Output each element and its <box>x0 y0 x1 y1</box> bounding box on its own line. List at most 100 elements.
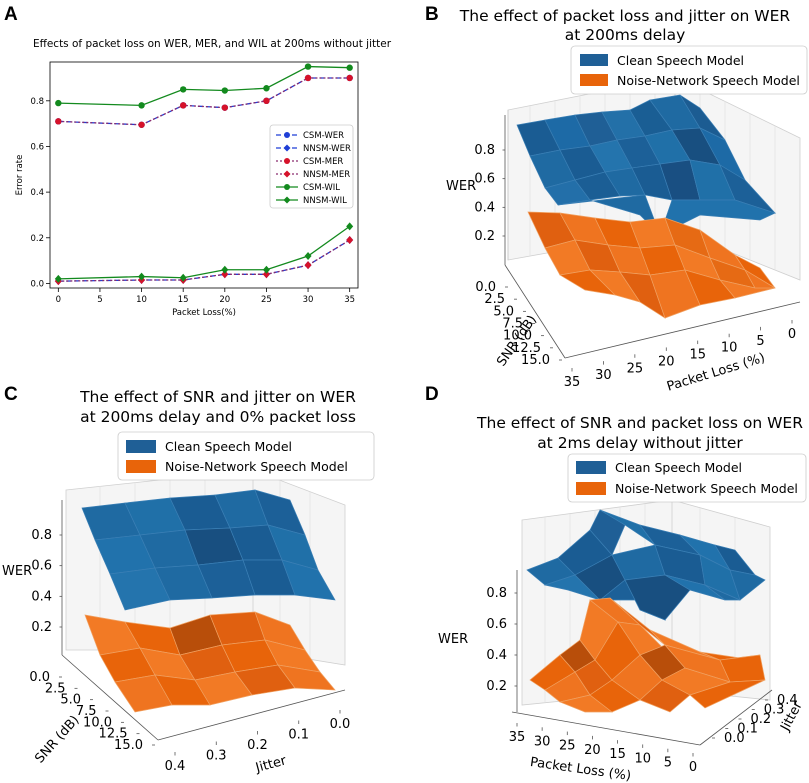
chart-d-xaxis: 35 30 25 20 15 10 5 0 Packet Loss (%) <box>509 711 701 783</box>
data-point <box>346 236 354 245</box>
chart-d-surface-clean <box>526 509 766 621</box>
chart-c-yaxis-line <box>61 654 159 741</box>
series-csm-wil <box>55 63 353 109</box>
chart-b-y-tick-label: 0.0 <box>475 280 496 295</box>
chart-d-yaxis-line <box>699 689 773 746</box>
chart-d-x-tick-label: 15 <box>609 747 626 762</box>
chart-d-y-tick-label: 0.0 <box>724 731 745 746</box>
chart-a-title: Effects of packet loss on WER, MER, and … <box>33 38 392 50</box>
data-point <box>138 102 145 109</box>
chart-b-x-tick-label: 25 <box>627 361 644 376</box>
chart-b-x-tick-label: 10 <box>721 341 738 356</box>
chart-a-yticks: 0.0 0.2 0.4 0.6 0.8 <box>30 97 50 289</box>
legend-label: NNSM-MER <box>303 170 350 180</box>
chart-d-surface-noise <box>529 597 766 713</box>
chart-d-z-tick-label: 0.6 <box>486 617 507 632</box>
chart-a-xtick-label: 5 <box>97 295 102 305</box>
chart-b-y-tick-label: 12.5 <box>512 341 541 356</box>
chart-a-xtick-label: 15 <box>178 295 189 305</box>
data-point <box>262 265 270 274</box>
chart-c-legend-box <box>117 431 375 481</box>
chart-a-xtick-label: 35 <box>344 295 355 305</box>
chart-b-x-tick-label: 30 <box>595 368 612 383</box>
chart-d-x-tick-label: 0 <box>689 760 697 775</box>
chart-d-legend-box <box>567 453 807 503</box>
chart-b-surface-clean <box>516 94 777 236</box>
chart-c-y-tick-label: 15.0 <box>114 738 143 753</box>
chart-c-y-tick-label: 2.5 <box>45 681 66 696</box>
chart-a-xtick-label: 20 <box>219 295 230 305</box>
chart-d-z-tick-label: 0.8 <box>486 586 507 601</box>
chart-a-ytick-label: 0.2 <box>30 234 44 244</box>
chart-b-legend-swatch-noise <box>580 74 608 86</box>
chart-c-z-tick-label: 0.2 <box>31 620 52 635</box>
legend-marker <box>284 184 290 190</box>
chart-a-ytick-label: 0.6 <box>30 142 44 152</box>
chart-d-x-tick-label: 20 <box>584 743 601 758</box>
panel-letter-b: B <box>425 4 439 25</box>
chart-c-x-tick-label: 0.4 <box>165 759 186 774</box>
chart-a-xtick-label: 30 <box>303 295 314 305</box>
legend-label: CSM-WIL <box>303 183 340 193</box>
chart-b-yaxis: 0.02.55.07.510.012.515.0 SNR (dB) <box>475 264 566 369</box>
chart-b-y-tick-label: 5.0 <box>493 304 514 319</box>
legend-marker <box>284 158 290 164</box>
chart-b-legend-noise: Noise-Network Speech Model <box>617 73 800 88</box>
series-line <box>58 239 351 282</box>
chart-b-z-tick-label: 0.6 <box>474 172 495 187</box>
data-point <box>221 104 229 111</box>
panel-d: D The effect of SNR and packet loss on W… <box>425 384 807 783</box>
chart-d-zlabel: WER <box>438 632 468 647</box>
chart-b-legend: Clean Speech Model Noise-Network Speech … <box>570 45 808 95</box>
chart-d-legend-noise: Noise-Network Speech Model <box>615 481 798 496</box>
data-point <box>221 270 229 279</box>
chart-b-legend-clean: Clean Speech Model <box>617 53 744 68</box>
chart-d-zaxis: 0.2 0.4 0.6 0.8 WER <box>438 570 518 712</box>
legend-marker <box>283 196 291 204</box>
data-point <box>221 265 229 274</box>
chart-d-title-line1: The effect of SNR and packet loss on WER <box>476 414 803 432</box>
chart-b-z-tick-label: 0.2 <box>474 229 495 244</box>
data-point <box>304 74 312 82</box>
chart-c-zlabel: WER <box>2 564 32 579</box>
chart-d-legend-swatch-clean <box>576 461 606 474</box>
data-point <box>346 64 353 71</box>
chart-b-y-tick-label: 2.5 <box>484 292 505 307</box>
chart-b-x-tick-label: 20 <box>658 354 675 369</box>
chart-c-legend-swatch-clean <box>126 440 156 453</box>
chart-b-y-tick-label: 10.0 <box>503 329 532 344</box>
chart-b-x-tick-label: 15 <box>689 348 706 363</box>
chart-a-xtick-label: 25 <box>261 295 272 305</box>
chart-b-x-tick-label: 5 <box>756 334 764 349</box>
chart-c-x-tick-label: 0.0 <box>330 717 351 732</box>
series-csm-wer <box>55 74 353 128</box>
chart-c-legend-swatch-noise <box>126 460 156 473</box>
data-point <box>221 87 229 94</box>
series-line <box>58 225 351 280</box>
chart-d-z-tick-label: 0.4 <box>486 648 507 663</box>
chart-b-yaxis-line <box>504 264 566 359</box>
chart-b-z-tick-label: 0.4 <box>474 200 495 215</box>
data-point <box>54 274 62 283</box>
chart-c-xlabel: Jitter <box>253 753 288 776</box>
chart-a-ytick-label: 0.0 <box>30 279 44 289</box>
data-point <box>304 261 312 270</box>
chart-d-legend: Clean Speech Model Noise-Network Speech … <box>567 453 807 503</box>
chart-b-zaxis: 0.2 0.4 0.6 0.8 WER <box>446 115 506 265</box>
chart-b-surface-noise <box>527 211 776 319</box>
chart-a-legend: CSM-WER NNSM-WER CSM-MER NNSM-MER CSM-WIL NNS… <box>269 124 354 209</box>
series-line <box>58 239 351 282</box>
data-point <box>179 86 187 93</box>
chart-d-legend-swatch-noise <box>576 482 606 495</box>
data-point <box>346 222 354 231</box>
panel-letter-c: C <box>4 384 18 405</box>
chart-b-y-tick-label: 7.5 <box>502 317 523 332</box>
chart-c-title-line2: at 200ms delay and 0% packet loss <box>80 408 356 426</box>
panel-letter-a: A <box>4 4 18 25</box>
panel-c: C The effect of SNR and jitter on WER at… <box>2 384 375 776</box>
chart-b-x-tick-label: 0 <box>788 327 796 342</box>
series-line <box>58 77 350 126</box>
chart-a-xtick-label: 10 <box>136 295 147 305</box>
legend-marker <box>283 170 291 178</box>
chart-a-ytick-label: 0.4 <box>30 188 44 198</box>
